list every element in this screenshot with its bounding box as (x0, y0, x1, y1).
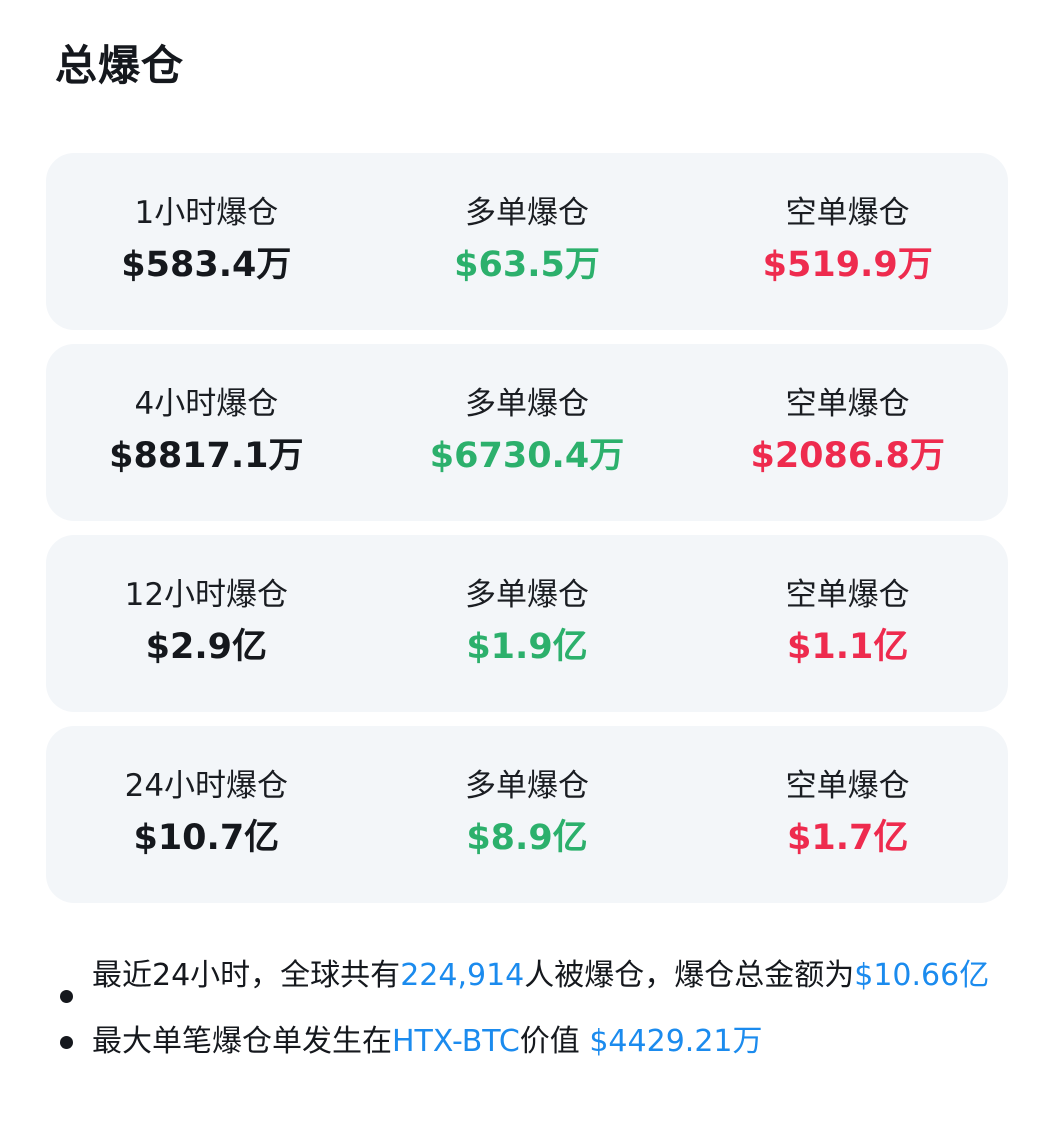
long-label: 多单爆仓 (465, 385, 589, 422)
total-column: 1小时爆仓 $583.4万 (46, 153, 367, 330)
total-label: 1小时爆仓 (134, 194, 279, 231)
long-column: 多单爆仓 $8.9亿 (367, 726, 688, 903)
liquidation-notes: 最近24小时，全球共有224,914人被爆仓，爆仓总金额为$10.66亿 最大单… (56, 952, 1026, 1084)
short-column: 空单爆仓 $1.7亿 (687, 726, 1008, 903)
total-value: $2.9亿 (145, 626, 268, 667)
long-value: $1.9亿 (466, 626, 588, 667)
liquidation-card: 1小时爆仓 $583.4万 多单爆仓 $63.5万 空单爆仓 $519.9万 (46, 153, 1008, 330)
short-column: 空单爆仓 $519.9万 (687, 153, 1008, 330)
total-amount: $10.66亿 (854, 958, 990, 993)
short-value: $1.1亿 (787, 626, 909, 667)
short-column: 空单爆仓 $1.1亿 (687, 535, 1008, 712)
note-largest-order: 最大单笔爆仓单发生在HTX-BTC价值 $4429.21万 (56, 1018, 1026, 1066)
total-value: $10.7亿 (133, 817, 280, 858)
total-column: 12小时爆仓 $2.9亿 (46, 535, 367, 712)
liquidation-card: 24小时爆仓 $10.7亿 多单爆仓 $8.9亿 空单爆仓 $1.7亿 (46, 726, 1008, 903)
note-text: 最近24小时，全球共有 (92, 958, 401, 993)
long-value: $63.5万 (454, 244, 600, 285)
short-label: 空单爆仓 (785, 767, 910, 804)
total-value: $8817.1万 (109, 435, 304, 476)
total-label: 12小时爆仓 (124, 576, 289, 613)
people-count: 224,914 (400, 958, 525, 993)
short-value: $1.7亿 (787, 817, 909, 858)
long-value: $6730.4万 (429, 435, 625, 476)
liquidation-card: 12小时爆仓 $2.9亿 多单爆仓 $1.9亿 空单爆仓 $1.1亿 (46, 535, 1008, 712)
largest-order-amount: $4429.21万 (589, 1024, 763, 1059)
short-value: $2086.8万 (750, 435, 945, 476)
bullet-icon (60, 990, 73, 1003)
liquidation-card: 4小时爆仓 $8817.1万 多单爆仓 $6730.4万 空单爆仓 $2086.… (46, 344, 1008, 521)
total-label: 24小时爆仓 (124, 767, 289, 804)
short-label: 空单爆仓 (785, 576, 910, 613)
note-text: 人被爆仓，爆仓总金额为 (524, 958, 855, 993)
note-24h-summary: 最近24小时，全球共有224,914人被爆仓，爆仓总金额为$10.66亿 (56, 952, 1026, 1003)
short-column: 空单爆仓 $2086.8万 (687, 344, 1008, 521)
long-column: 多单爆仓 $6730.4万 (367, 344, 688, 521)
total-value: $583.4万 (121, 244, 292, 285)
bullet-icon (60, 1036, 73, 1049)
long-column: 多单爆仓 $1.9亿 (367, 535, 688, 712)
long-value: $8.9亿 (466, 817, 588, 858)
page-title: 总爆仓 (55, 41, 185, 90)
short-label: 空单爆仓 (785, 194, 910, 231)
total-label: 4小时爆仓 (134, 385, 279, 422)
total-column: 4小时爆仓 $8817.1万 (46, 344, 367, 521)
long-label: 多单爆仓 (465, 767, 589, 804)
short-value: $519.9万 (762, 244, 933, 285)
exchange-pair-link[interactable]: HTX-BTC (392, 1024, 520, 1059)
note-text: 价值 (519, 1024, 590, 1059)
total-column: 24小时爆仓 $10.7亿 (46, 726, 367, 903)
long-label: 多单爆仓 (465, 576, 589, 613)
long-column: 多单爆仓 $63.5万 (367, 153, 688, 330)
long-label: 多单爆仓 (465, 194, 589, 231)
note-text: 最大单笔爆仓单发生在 (92, 1024, 392, 1059)
short-label: 空单爆仓 (785, 385, 910, 422)
